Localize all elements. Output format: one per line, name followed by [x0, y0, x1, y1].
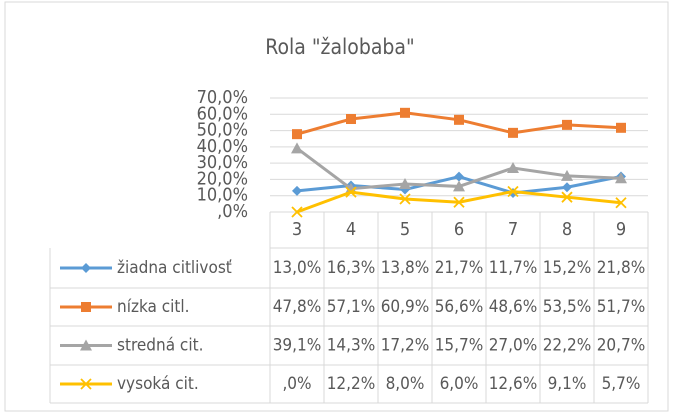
- legend-entry: žiadna citlivosť: [60, 258, 232, 278]
- table-value: ,0%: [282, 374, 311, 394]
- marker: [291, 206, 303, 218]
- table-value: 21,7%: [435, 258, 484, 278]
- marker: [454, 114, 464, 125]
- table-value: 56,6%: [435, 297, 484, 317]
- marker: [291, 142, 303, 154]
- table-value: 9,1%: [548, 374, 587, 394]
- y-tick-label: 20,0%: [197, 168, 248, 189]
- marker: [615, 197, 627, 209]
- marker: [562, 119, 572, 130]
- table-value: 60,9%: [381, 297, 430, 317]
- marker: [507, 185, 519, 198]
- chart-border: [4, 1, 669, 412]
- marker: [616, 122, 626, 133]
- table-value: 47,8%: [273, 297, 322, 317]
- legend-entry: vysoká cit.: [60, 374, 199, 394]
- table-value: 53,5%: [543, 297, 592, 317]
- marker: [81, 302, 91, 312]
- table-value: 20,7%: [597, 336, 646, 356]
- x-tick-label: 6: [454, 219, 464, 240]
- x-tick-label: 9: [616, 219, 626, 240]
- marker: [292, 129, 302, 140]
- x-tick-label: 4: [346, 219, 356, 240]
- legend-label: vysoká cit.: [117, 374, 199, 394]
- x-tick-label: 3: [292, 219, 302, 240]
- marker: [399, 193, 411, 205]
- y-tick-label: 10,0%: [197, 185, 248, 206]
- marker: [615, 172, 627, 184]
- table-value: 57,1%: [327, 297, 376, 317]
- legend-label: žiadna citlivosť: [117, 258, 232, 278]
- table-value: 11,7%: [489, 258, 538, 278]
- table-value: 13,0%: [273, 258, 322, 278]
- marker: [508, 127, 518, 138]
- table-value: 12,6%: [489, 374, 538, 394]
- marker: [345, 182, 357, 194]
- marker: [561, 191, 573, 203]
- y-tick-label: 40,0%: [197, 136, 248, 157]
- marker: [80, 378, 92, 390]
- table-value: 48,6%: [489, 297, 538, 317]
- legend-entry: nízka citl.: [60, 297, 190, 317]
- table-value: 22,2%: [543, 336, 592, 356]
- table-value: 27,0%: [489, 336, 538, 356]
- table-value: 8,0%: [386, 374, 425, 394]
- table-value: 6,0%: [440, 374, 479, 394]
- table-value: 14,3%: [327, 336, 376, 356]
- table-value: 5,7%: [602, 374, 641, 394]
- marker: [453, 196, 465, 208]
- table-value: 21,8%: [597, 258, 646, 278]
- y-tick-label: 30,0%: [197, 152, 248, 173]
- legend-label: nízka citl.: [117, 297, 190, 317]
- marker: [345, 186, 357, 198]
- marker: [399, 177, 411, 189]
- x-tick-label: 5: [400, 219, 410, 240]
- table-value: 13,8%: [381, 258, 430, 278]
- marker: [346, 114, 356, 125]
- x-tick-label: 7: [508, 219, 518, 240]
- marker: [292, 185, 302, 196]
- y-tick-label: 50,0%: [197, 120, 248, 141]
- y-tick-label: 60,0%: [197, 103, 248, 124]
- legend-label: stredná cit.: [117, 336, 203, 356]
- marker: [81, 263, 91, 273]
- table-value: 51,7%: [597, 297, 646, 317]
- marker: [561, 169, 573, 181]
- y-tick-label: 70,0%: [197, 87, 248, 108]
- table-value: 12,2%: [327, 374, 376, 394]
- marker: [80, 339, 92, 351]
- table-value: 17,2%: [381, 336, 430, 356]
- marker: [400, 107, 410, 118]
- table-value: 16,3%: [327, 258, 376, 278]
- table-value: 15,2%: [543, 258, 592, 278]
- table-value: 15,7%: [435, 336, 484, 356]
- x-tick-label: 8: [562, 219, 572, 240]
- marker: [454, 171, 464, 182]
- table-value: 39,1%: [273, 336, 322, 356]
- legend-entry: stredná cit.: [60, 336, 203, 356]
- y-tick-label: ,0%: [217, 201, 248, 222]
- marker: [562, 182, 572, 193]
- marker: [507, 162, 519, 174]
- chart-title: Rola "žalobaba": [265, 35, 414, 59]
- marker: [453, 180, 465, 192]
